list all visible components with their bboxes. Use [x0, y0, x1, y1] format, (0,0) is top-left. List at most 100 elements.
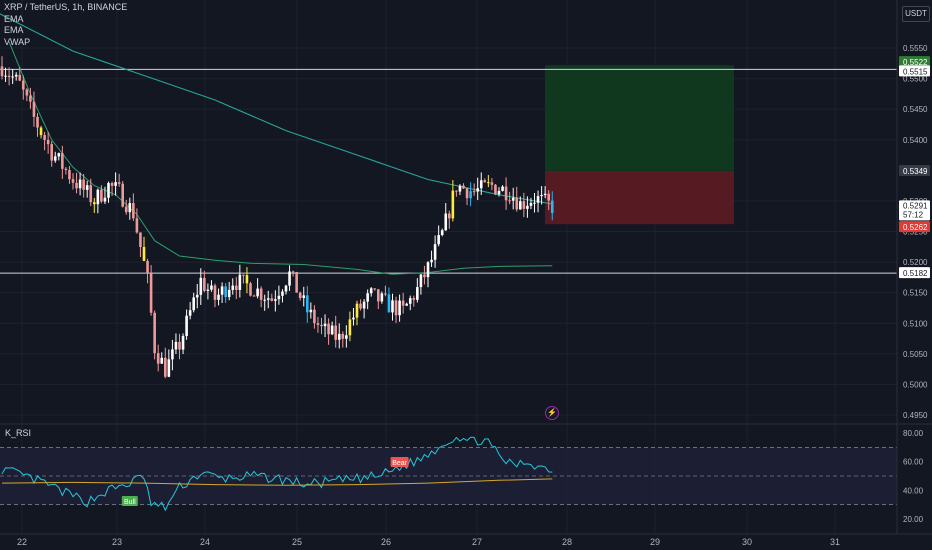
- candle-body: [174, 341, 178, 350]
- candle-body: [146, 260, 149, 273]
- entry-price-tag-box: [899, 164, 930, 176]
- candle-body: [508, 200, 511, 202]
- candle-body: [458, 185, 462, 192]
- indicator-ema-1[interactable]: EMA: [4, 13, 24, 24]
- candle-body: [352, 317, 355, 320]
- candle-body: [22, 80, 25, 90]
- candle-body: [114, 182, 117, 186]
- candle-body: [217, 294, 220, 300]
- candle-body: [100, 189, 103, 202]
- candle-body: [515, 197, 519, 210]
- horizontal-levels: [0, 68, 897, 274]
- candle-body: [82, 179, 85, 190]
- candle-body: [203, 277, 206, 291]
- candle-body: [547, 193, 550, 201]
- candle-body: [380, 293, 384, 302]
- candle-body: [160, 357, 164, 364]
- candle-body: [536, 196, 540, 203]
- candle-body: [448, 213, 451, 219]
- candle-body: [437, 234, 440, 245]
- stop-price-tag-box: [899, 221, 930, 233]
- candle-body: [235, 285, 238, 290]
- candle-body: [124, 206, 128, 213]
- price-tick-label: 0.5500: [903, 75, 928, 84]
- candle-body: [192, 297, 195, 311]
- candle-body: [103, 197, 107, 202]
- date-tick-label: 31: [830, 537, 840, 547]
- candle-body: [18, 74, 22, 81]
- candle-body: [199, 277, 203, 295]
- candle-body: [412, 298, 416, 300]
- candle-body: [188, 310, 192, 316]
- candle-body: [167, 359, 171, 377]
- candle-body: [550, 200, 554, 214]
- indicator-vwap[interactable]: VWAP: [4, 36, 31, 47]
- candle-body: [469, 191, 472, 199]
- rsi-ma-line: [1, 478, 553, 486]
- date-tick-label: 30: [742, 537, 752, 547]
- target-price-tag: 0.5522: [903, 58, 928, 67]
- candle-body: [274, 299, 277, 301]
- candle-body: [238, 274, 242, 290]
- candle-body: [444, 213, 448, 231]
- price-tick-label: 0.5150: [903, 289, 928, 298]
- candle-body: [231, 285, 235, 290]
- candle-body: [36, 116, 39, 128]
- candle-body: [245, 275, 249, 284]
- candle-body: [476, 188, 479, 192]
- price-tick-label: 0.5050: [903, 350, 928, 359]
- candle-body: [181, 335, 185, 350]
- rsi-indicator-title[interactable]: K_RSI: [5, 428, 32, 438]
- rsi-panel: Bull Bear: [0, 436, 897, 512]
- lightning-icon[interactable]: ⚡: [545, 406, 559, 420]
- candle-body: [543, 193, 547, 196]
- candle-body: [39, 127, 43, 136]
- candle-body: [504, 186, 508, 201]
- ema-short-line: [8, 41, 553, 275]
- date-tick-label: 24: [200, 537, 210, 547]
- candle-body: [540, 195, 543, 197]
- candle-body: [71, 179, 75, 183]
- price-tick-label: 0.5400: [903, 136, 928, 145]
- candle-body: [256, 288, 259, 297]
- candle-body: [270, 298, 274, 301]
- candle-body: [252, 295, 256, 297]
- candle-body: [25, 89, 29, 96]
- candle-body: [348, 319, 352, 336]
- candle-body: [334, 325, 337, 340]
- candle-body: [164, 357, 167, 377]
- candle-body: [529, 202, 533, 206]
- candle-body: [327, 323, 330, 335]
- candle-body: [93, 202, 96, 205]
- candle-body: [11, 76, 14, 78]
- candle-body: [330, 325, 334, 335]
- candle-body: [405, 303, 408, 306]
- candle-body: [284, 285, 288, 292]
- date-tick-label: 28: [562, 537, 572, 547]
- candle-body: [263, 299, 266, 301]
- date-tick-label: 25: [292, 537, 302, 547]
- candle-body: [419, 274, 423, 288]
- candle-body: [64, 168, 68, 171]
- rsi-tick-label: 40.00: [903, 486, 924, 495]
- candle-body: [337, 333, 341, 340]
- candle-body: [345, 335, 348, 339]
- candle-body: [153, 312, 156, 354]
- symbol-title: XRP / TetherUS, 1h, BINANCE: [4, 2, 128, 12]
- candle-body: [156, 353, 160, 364]
- candle-body: [171, 349, 174, 360]
- date-tick-label: 26: [381, 537, 391, 547]
- indicator-ema-2[interactable]: EMA: [4, 25, 24, 35]
- candle-body: [313, 309, 316, 324]
- rsi-tick-label: 80.00: [903, 429, 924, 438]
- candle-body: [426, 262, 430, 278]
- candle-body: [323, 323, 327, 327]
- candle-body: [430, 259, 433, 263]
- date-tick-label: 29: [650, 537, 660, 547]
- support-price-tag: 0.5182: [903, 269, 928, 278]
- candle-body: [298, 292, 302, 299]
- candle-body: [43, 135, 46, 140]
- currency-button[interactable]: USDT: [902, 6, 930, 22]
- rsi-line: [1, 436, 553, 512]
